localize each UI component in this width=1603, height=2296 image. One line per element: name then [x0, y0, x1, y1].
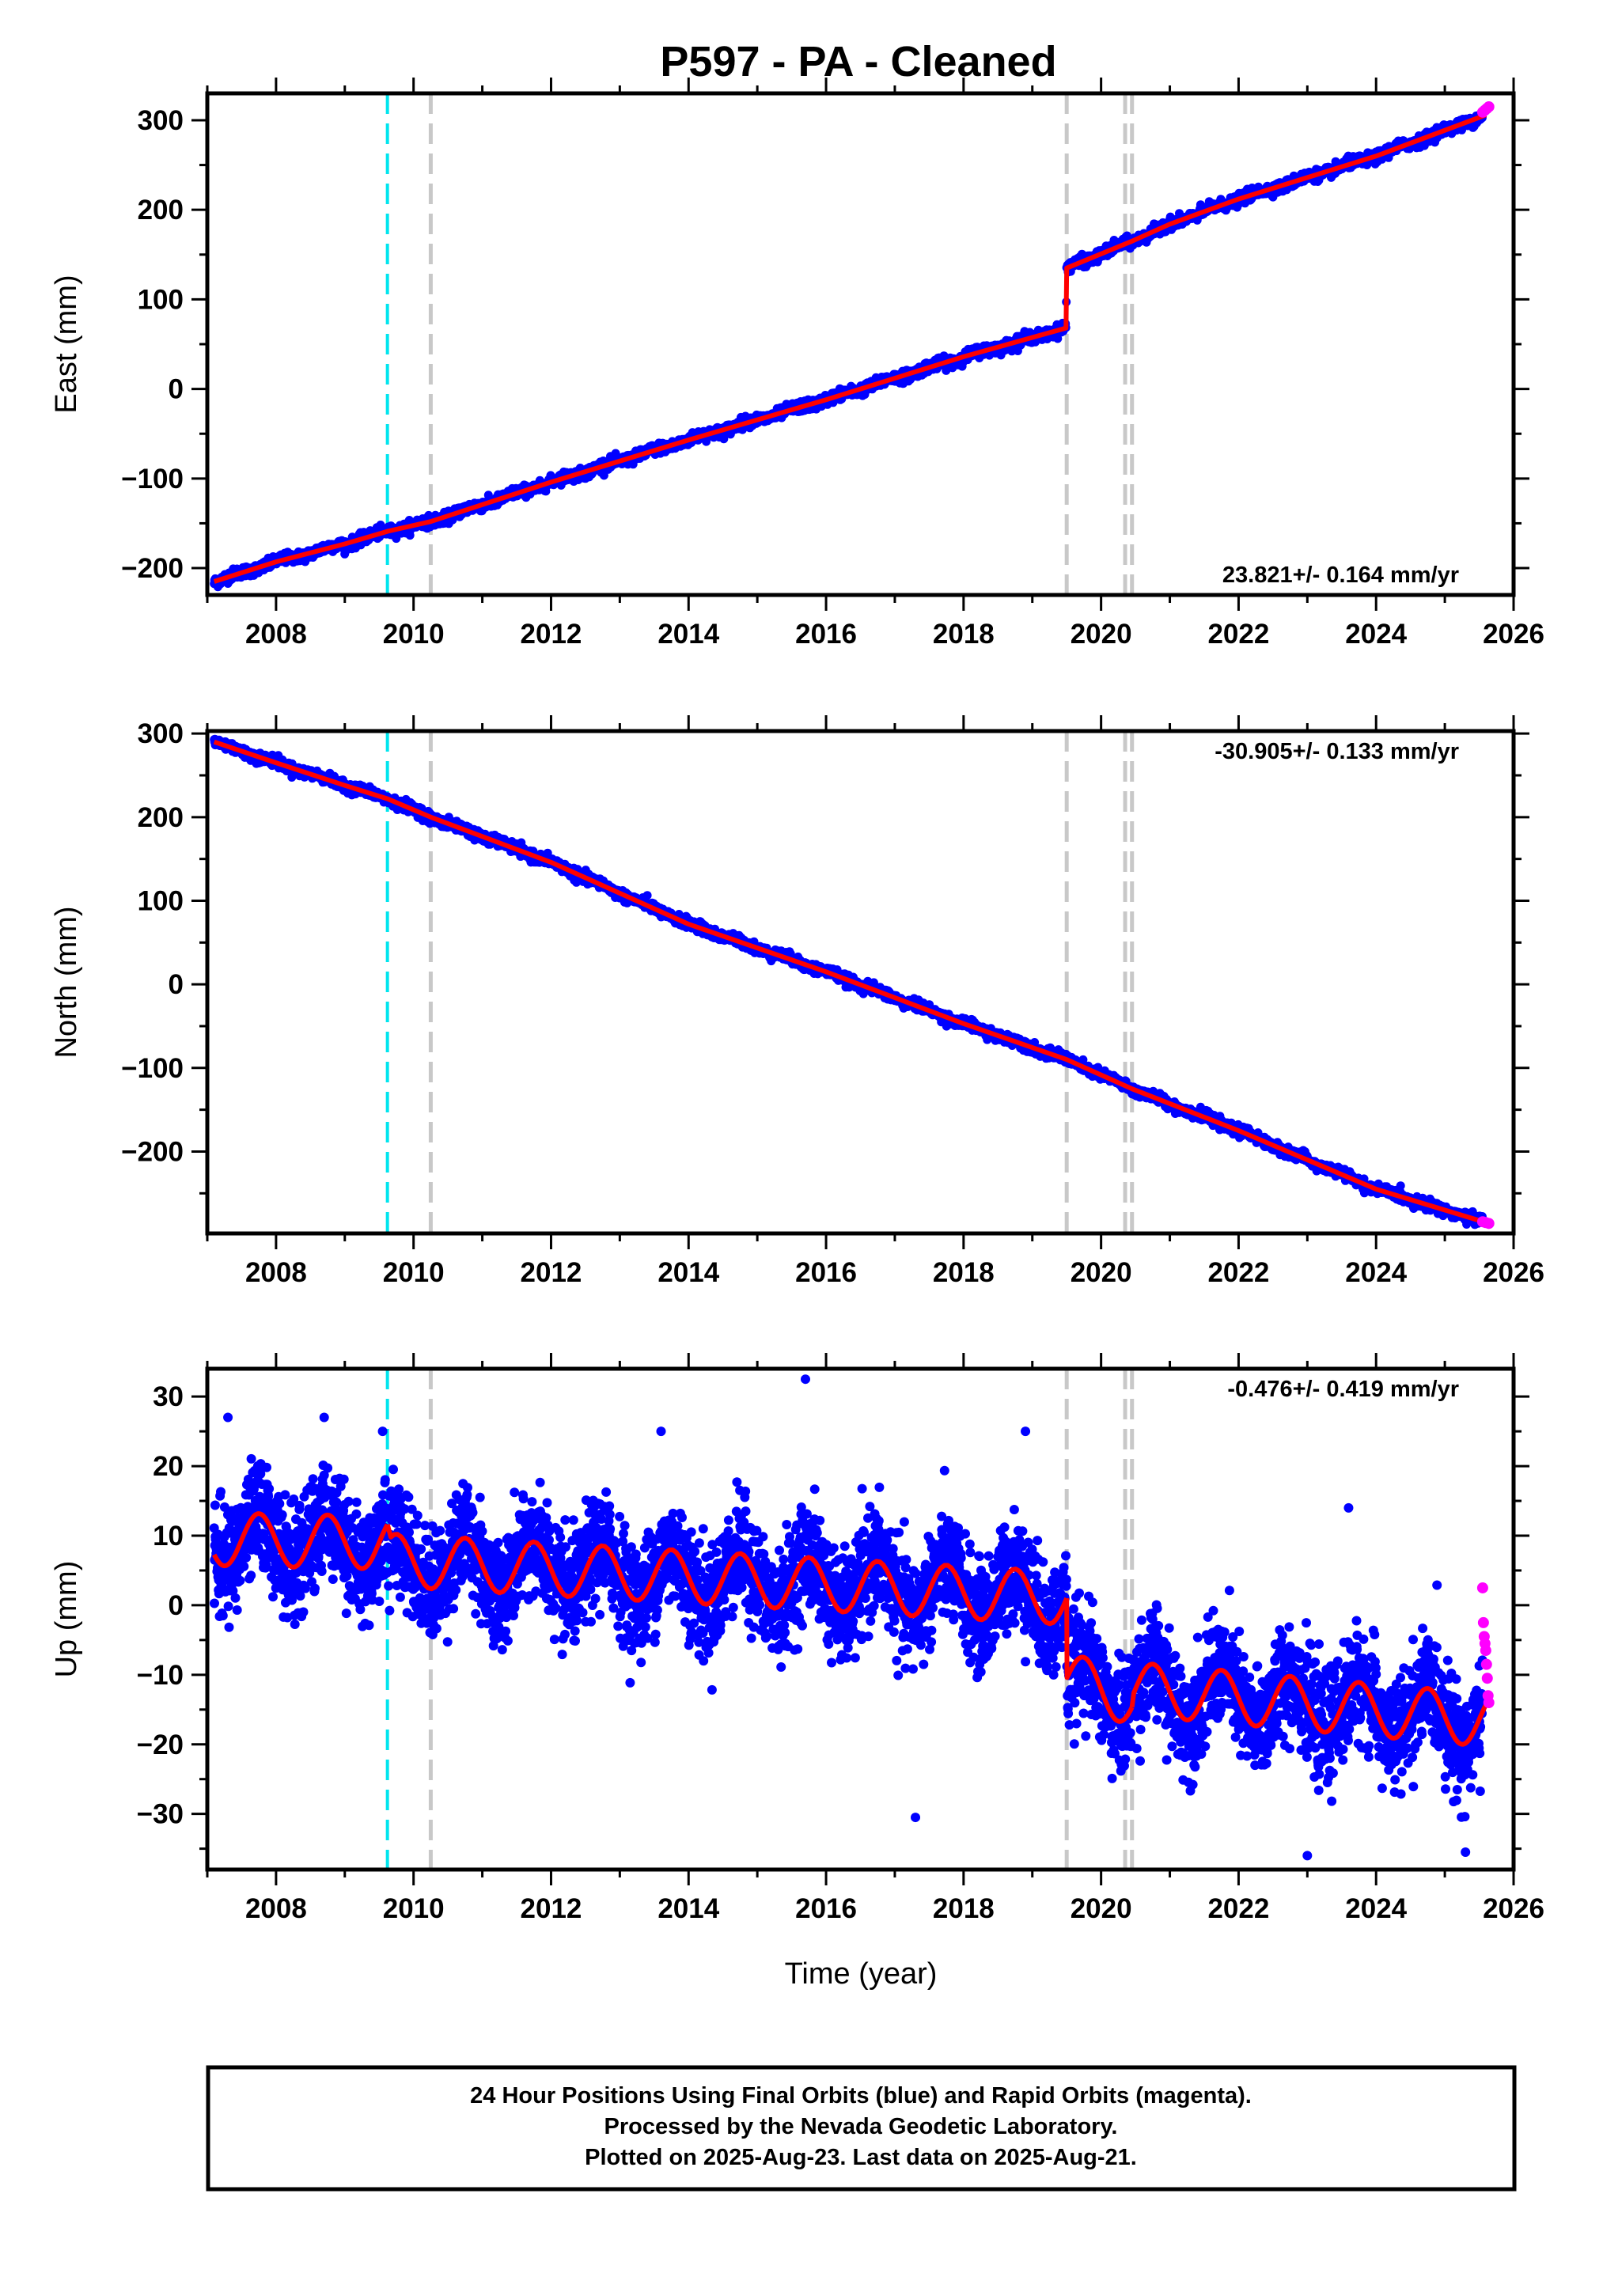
data-points — [210, 734, 1495, 1229]
figure-title: P597 - PA - Cleaned — [660, 38, 1056, 85]
y-tick-label: −200 — [121, 553, 184, 584]
y-tick-label: 0 — [169, 374, 184, 405]
x-tick-label: 2008 — [245, 619, 307, 650]
velocity-annotation: 23.821+/- 0.164 mm/yr — [1222, 563, 1459, 588]
north-panel: 2008 2010 2012 2014 2016 2018 2020 2022 2024 2026… — [50, 715, 1544, 1288]
east-panel: 2008 2010 2012 2014 2016 2018 2020 2022 2024 2026… — [50, 78, 1544, 650]
y-axis-label: East (mm) — [50, 275, 83, 413]
x-tick-label: 2024 — [1345, 619, 1407, 650]
y-tick-label: 200 — [138, 195, 184, 225]
final-point — [719, 434, 729, 444]
x-tick-label: 2022 — [1207, 619, 1269, 650]
x-tick-label: 2020 — [1071, 619, 1132, 650]
rapid-point — [1483, 100, 1495, 112]
x-tick-label: 2016 — [795, 619, 857, 650]
model-curve — [213, 112, 1487, 584]
y-tick-label: 100 — [138, 284, 184, 315]
x-tick-label: 2014 — [657, 619, 719, 650]
y-tick-label: −100 — [121, 464, 184, 494]
x-tick-label: 2026 — [1483, 619, 1544, 650]
y-tick-label: 300 — [138, 105, 184, 136]
x-tick-label: 2018 — [933, 619, 995, 650]
x-tick-label: 2012 — [521, 619, 582, 650]
data-points — [210, 100, 1495, 592]
final-point — [642, 891, 652, 900]
x-tick-label: 2010 — [383, 619, 445, 650]
